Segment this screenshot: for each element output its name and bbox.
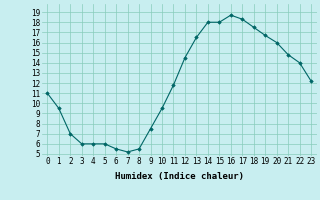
X-axis label: Humidex (Indice chaleur): Humidex (Indice chaleur): [115, 172, 244, 181]
